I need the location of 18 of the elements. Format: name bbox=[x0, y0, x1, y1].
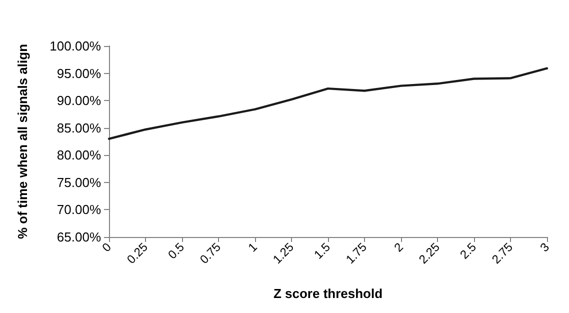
y-tick-label: 70.00% bbox=[56, 202, 102, 218]
x-tick-label: 2.5 bbox=[457, 240, 480, 262]
x-tick-label: 1 bbox=[245, 240, 260, 255]
y-axis-title: % of time when all signals align bbox=[15, 44, 30, 240]
x-tick-label: 2 bbox=[391, 240, 406, 255]
y-tick-label: 95.00% bbox=[56, 66, 102, 81]
y-tick-label: 100.00% bbox=[50, 38, 102, 54]
y-tick-label: 75.00% bbox=[56, 174, 102, 190]
y-tick-label: 80.00% bbox=[56, 148, 102, 163]
x-tick-label: 3 bbox=[537, 240, 552, 255]
y-tick-label: 90.00% bbox=[56, 93, 102, 108]
line-series bbox=[108, 67, 548, 140]
x-tick-label: 0 bbox=[99, 240, 114, 255]
x-axis-title: Z score threshold bbox=[273, 286, 383, 301]
x-tick-label: 1.5 bbox=[311, 240, 334, 262]
y-tick-label: 85.00% bbox=[56, 120, 102, 136]
x-tick-label: 0.5 bbox=[165, 240, 188, 262]
y-tick-label: 65.00% bbox=[56, 230, 102, 244]
